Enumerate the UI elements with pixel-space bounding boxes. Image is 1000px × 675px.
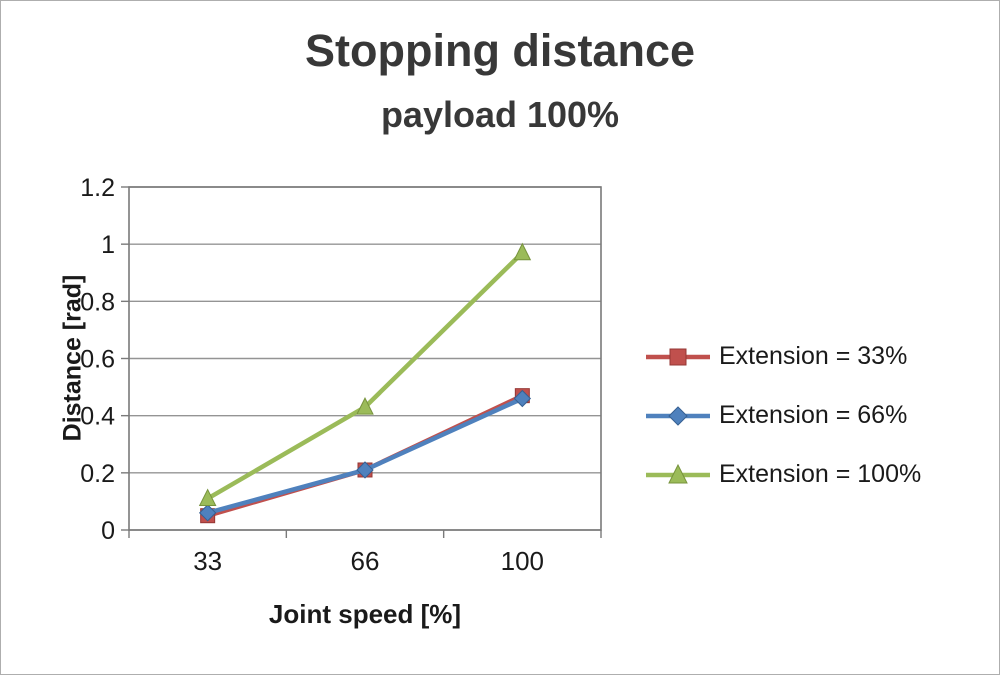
diamond-marker — [668, 405, 688, 426]
legend-label: Extension = 100% — [719, 460, 922, 488]
triangle-marker — [198, 488, 217, 507]
plot-border — [128, 186, 602, 531]
y-tick-label: 0.4 — [80, 403, 115, 431]
y-tick-label: 1 — [101, 231, 115, 259]
legend-marker-sample — [646, 405, 710, 426]
y-axis-title: Distance [rad] — [58, 274, 87, 442]
legend-label: Extension = 33% — [719, 342, 908, 370]
x-tick-label: 66 — [351, 546, 380, 576]
legend-item: Extension = 33% — [645, 342, 921, 371]
y-tick-label: 0.6 — [80, 346, 115, 374]
legend: Extension = 33% Extension = 66% Extension … — [645, 342, 921, 489]
diamond-marker — [356, 461, 374, 479]
x-tick-label: 33 — [193, 546, 222, 576]
y-tick-label: 0.2 — [80, 460, 115, 488]
triangle-marker — [668, 463, 688, 483]
chart-title: Stopping distance — [304, 25, 695, 76]
legend-marker-sample — [646, 463, 710, 483]
legend-item: Extension = 100% — [645, 460, 921, 489]
square-marker — [669, 348, 687, 365]
chart-subtitle: payload 100% — [380, 94, 620, 135]
legend-marker-sample — [646, 348, 710, 365]
triangle-marker — [356, 396, 374, 415]
x-tick-label: 100 — [501, 546, 544, 576]
y-tick-label: 1.2 — [80, 174, 115, 202]
legend-label: Extension = 66% — [719, 401, 908, 429]
legend-item: Extension = 66% — [645, 401, 921, 430]
triangle-marker — [513, 242, 532, 261]
x-axis-title: Joint speed [%] — [268, 599, 462, 629]
y-tick-label: 0 — [101, 517, 115, 545]
diamond-marker — [198, 504, 217, 522]
diamond-marker — [513, 389, 532, 408]
y-tick-label: 0.8 — [80, 288, 115, 316]
